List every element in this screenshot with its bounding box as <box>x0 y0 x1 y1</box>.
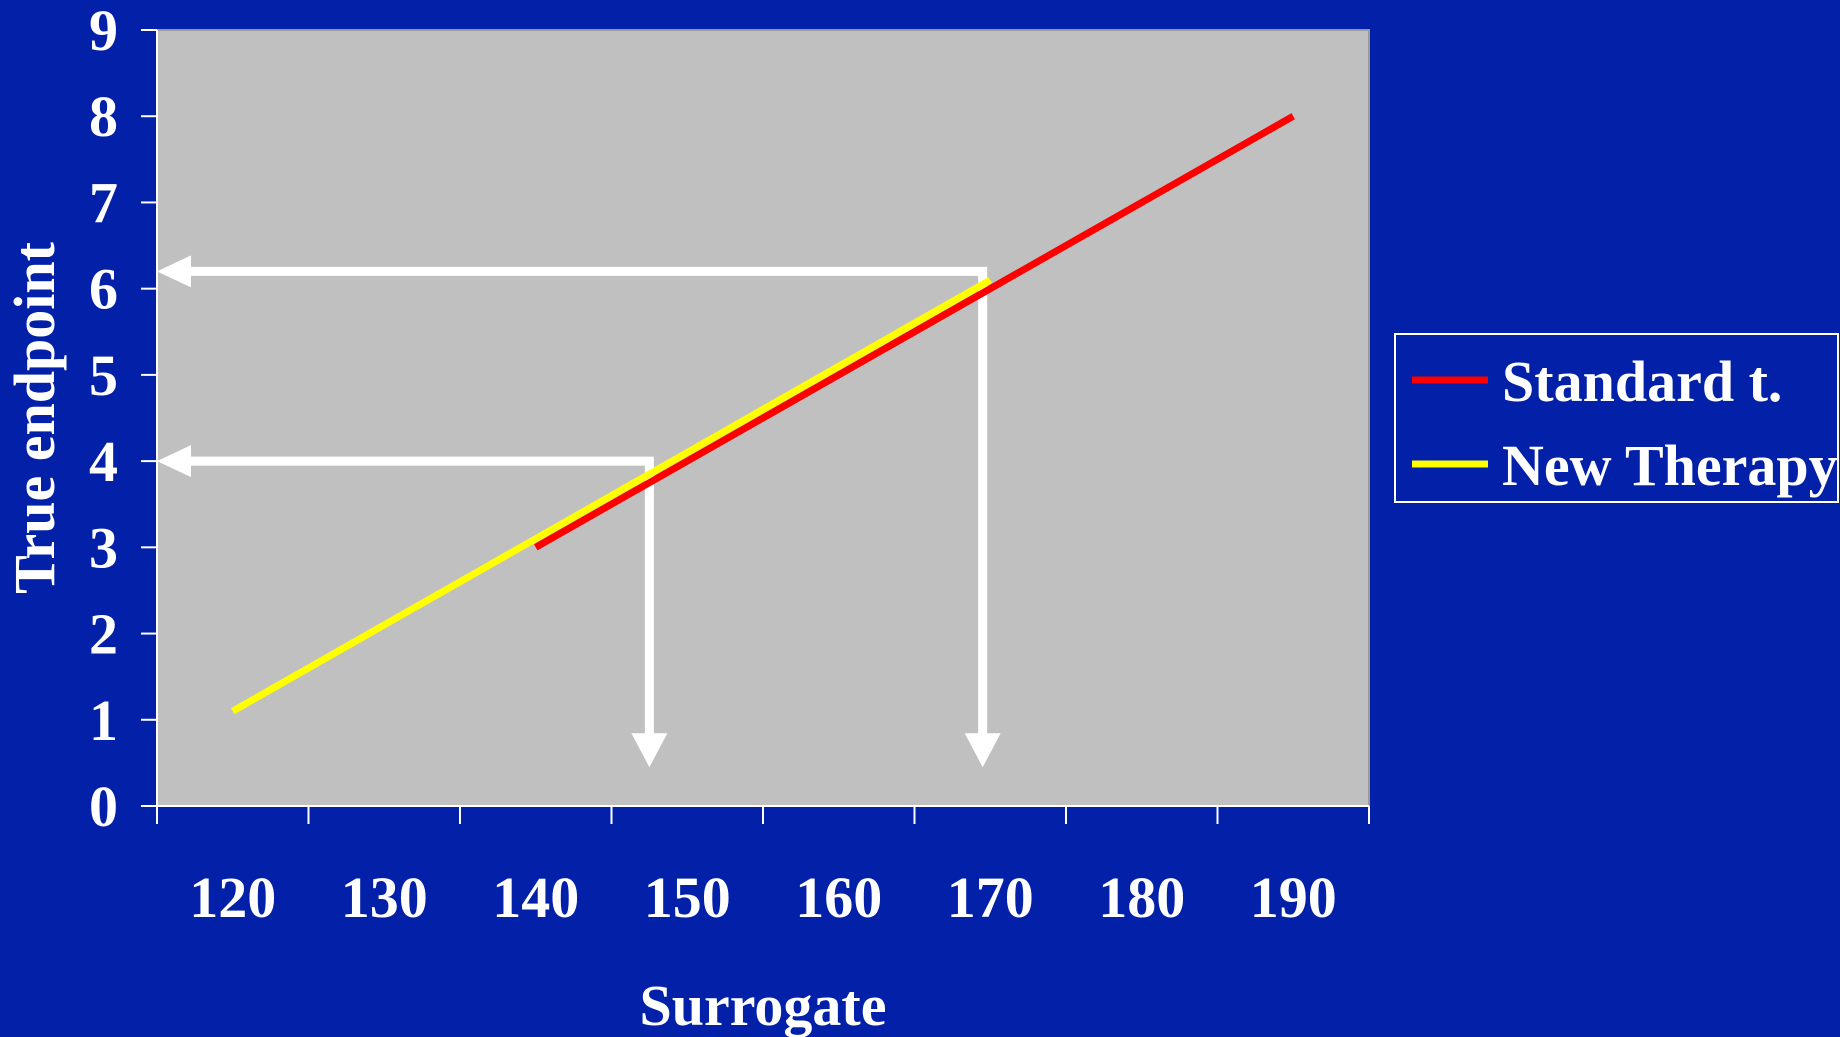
y-ticks: 0 1 2 3 4 5 6 7 8 9 <box>89 0 157 839</box>
y-tick-label: 6 <box>89 257 118 322</box>
annotations <box>157 255 1001 768</box>
arrowhead-1-bottom <box>964 733 1001 768</box>
y-tick-label: 7 <box>89 170 118 235</box>
x-tick-label: 120 <box>189 865 276 930</box>
arrowhead-0-left <box>157 445 191 478</box>
y-tick-label: 8 <box>89 84 118 149</box>
x-ticks: 120 130 140 150 160 170 180 190 <box>156 806 1370 930</box>
y-tick-label: 9 <box>89 0 118 63</box>
annotation-arrow-0 <box>187 456 654 738</box>
x-tick-label: 150 <box>644 865 731 930</box>
x-tick-label: 180 <box>1098 865 1185 930</box>
x-tick-label: 170 <box>947 865 1034 930</box>
y-axis-title: True endpoint <box>2 241 67 594</box>
series-line-1 <box>231 277 992 715</box>
series-lines <box>231 113 1295 715</box>
x-tick-label: 190 <box>1250 865 1337 930</box>
legend-label-new-therapy: New Therapy <box>1502 433 1838 498</box>
series-line-0 <box>534 113 1295 551</box>
x-tick-label: 160 <box>795 865 882 930</box>
y-tick-label: 1 <box>89 688 118 753</box>
arrowhead-0-bottom <box>631 733 668 768</box>
x-axis-title: Surrogate <box>639 973 886 1037</box>
legend-label-standard: Standard t. <box>1502 349 1782 414</box>
y-tick-label: 2 <box>89 602 118 667</box>
legend-box <box>1394 333 1839 503</box>
arrowhead-1-left <box>157 255 191 288</box>
y-tick-label: 3 <box>89 515 118 580</box>
x-tick-label: 130 <box>341 865 428 930</box>
y-tick-label: 5 <box>89 343 118 408</box>
legend: Standard t. New Therapy <box>1394 333 1839 503</box>
y-tick-label: 0 <box>89 774 118 839</box>
y-tick-label: 4 <box>89 429 118 494</box>
x-tick-label: 140 <box>492 865 579 930</box>
annotation-arrow-1 <box>187 266 988 738</box>
